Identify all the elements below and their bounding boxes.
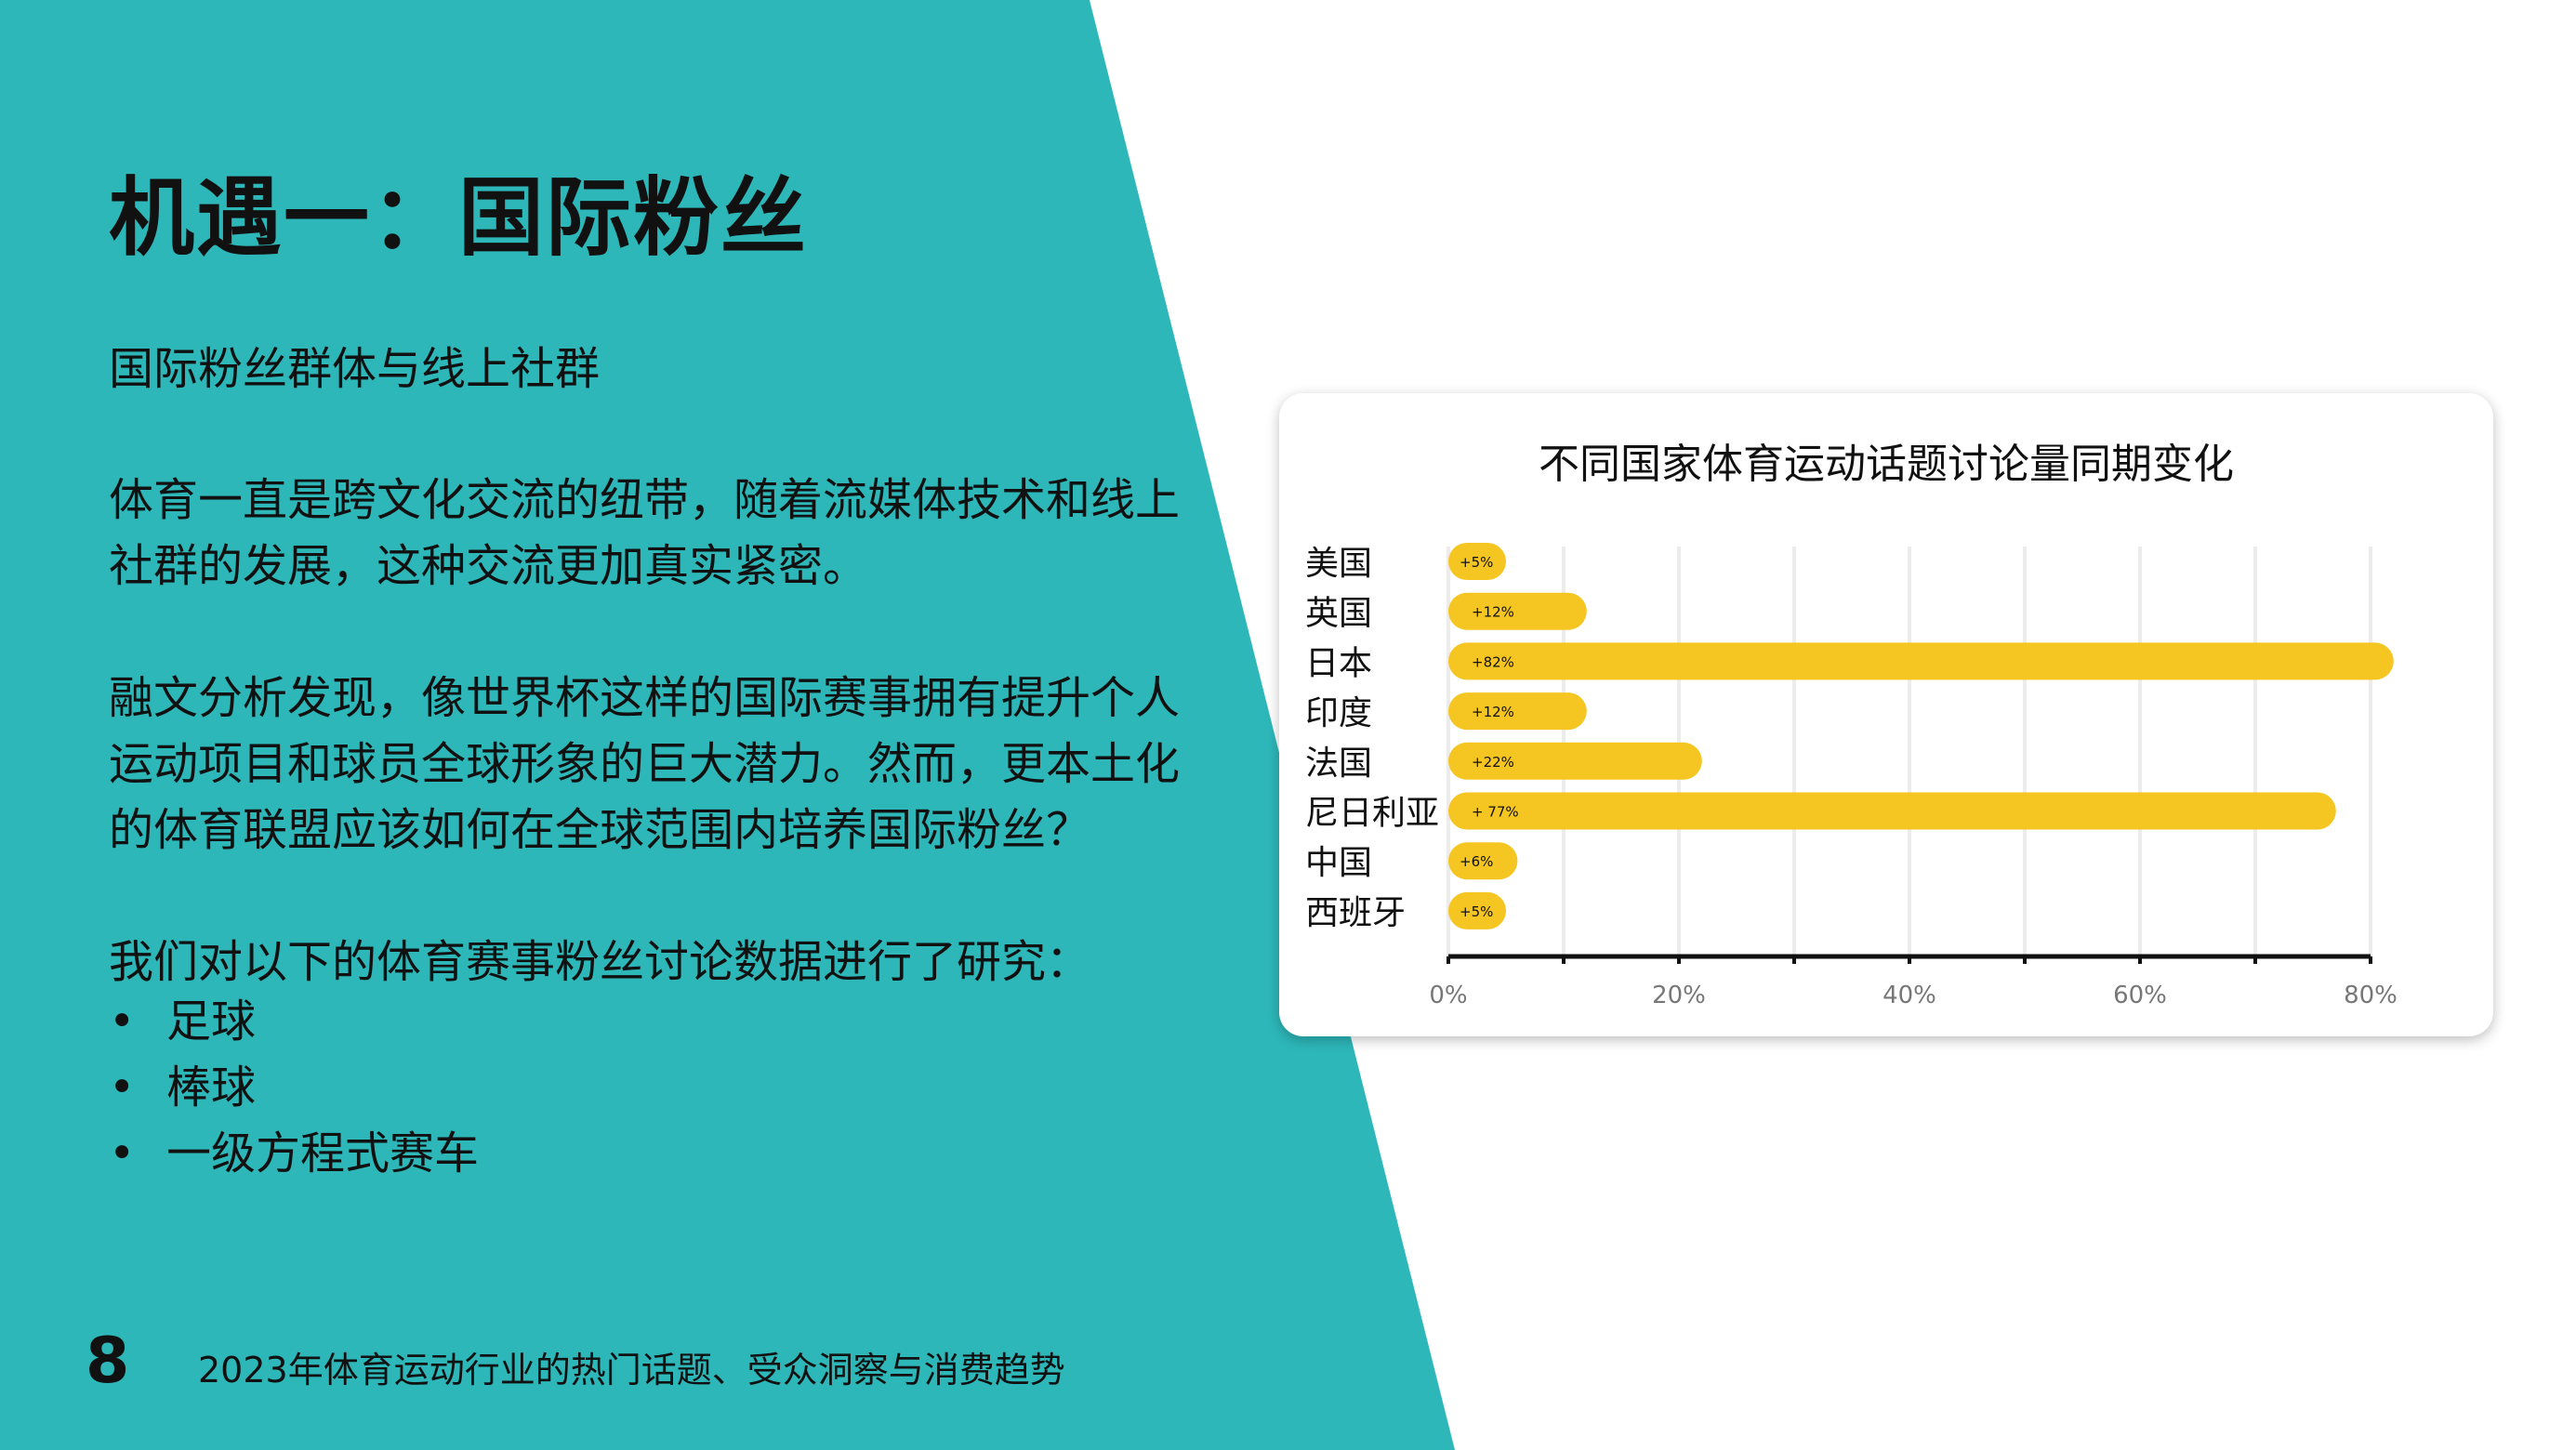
paragraph-line: 融文分析发现，像世界杯这样的国际赛事拥有提升个人 <box>109 672 1181 724</box>
data-label: + 77% <box>1472 804 1519 821</box>
category-label: 英国 <box>1305 595 1372 633</box>
data-label: +82% <box>1472 653 1514 670</box>
category-label: 尼日利亚 <box>1305 795 1439 833</box>
paragraph-line: 运动项目和球员全球形象的巨大潜力。然而，更本土化 <box>109 738 1181 790</box>
paragraph-2: 融文分析发现，像世界杯这样的国际赛事拥有提升个人 运动项目和球员全球形象的巨大潜… <box>109 666 1180 863</box>
x-tick-label: 60% <box>2113 982 2167 1009</box>
category-label: 日本 <box>1305 644 1372 682</box>
bar <box>1448 692 1587 731</box>
category-label: 中国 <box>1305 844 1372 882</box>
page-title: 机遇一：国际粉丝 <box>109 168 809 268</box>
category-label: 印度 <box>1305 694 1372 732</box>
bar-chart: 美国 +5% 英国 +12% 日本 +82% 印度 +12% 法国 +22% 尼日利亚 + 77% 中国… <box>1305 543 2398 1009</box>
subtitle: 国际粉丝群体与线上社群 <box>109 343 601 395</box>
category-label: 美国 <box>1305 545 1372 583</box>
data-label: +5% <box>1460 554 1493 571</box>
data-label: +12% <box>1472 604 1514 621</box>
data-label: +5% <box>1460 903 1493 920</box>
page-number: 8 <box>86 1325 130 1398</box>
data-label: +22% <box>1472 754 1514 771</box>
bullet-list: • 足球 • 棒球 • 一级方程式赛车 <box>109 989 479 1187</box>
category-label: 西班牙 <box>1305 894 1406 932</box>
bullet-icon: • <box>109 1061 136 1114</box>
bar <box>1448 592 1587 630</box>
bullet-text: 棒球 <box>166 1061 257 1114</box>
bullet-text: 一级方程式赛车 <box>166 1127 480 1180</box>
data-label: +12% <box>1472 704 1514 720</box>
data-label: +6% <box>1460 853 1493 870</box>
list-item: • 一级方程式赛车 <box>109 1121 479 1187</box>
paragraph-1: 体育一直是跨文化交流的纽带，随着流媒体技术和线上 社群的发展，这种交流更加真实紧… <box>109 468 1180 600</box>
bar <box>1448 891 1506 929</box>
chart-card: 不同国家体育运动话题讨论量同期变化 美国 +5% 英国 +12% 日本 +82% 印度 +12… <box>1279 393 2493 1036</box>
paragraph-line: 的体育联盟应该如何在全球范围内培养国际粉丝？ <box>109 804 1091 856</box>
x-tick-label: 40% <box>1882 982 1936 1009</box>
bar <box>1448 642 2394 680</box>
x-tick-label: 80% <box>2344 982 2398 1009</box>
paragraph-line: 体育一直是跨文化交流的纽带，随着流媒体技术和线上 <box>109 474 1181 526</box>
list-item: • 棒球 <box>109 1055 479 1121</box>
bar <box>1448 842 1518 880</box>
list-item: • 足球 <box>109 989 479 1055</box>
category-label: 法国 <box>1305 745 1372 783</box>
footer-text: 2023年体育运动行业的热门话题、受众洞察与消费趋势 <box>198 1350 1065 1391</box>
bullet-text: 足球 <box>166 995 257 1048</box>
bullet-icon: • <box>109 1127 136 1180</box>
bar <box>1448 742 1702 780</box>
paragraph-line: 社群的发展，这种交流更加真实紧密。 <box>109 540 868 592</box>
chart-title: 不同国家体育运动话题讨论量同期变化 <box>1539 441 2234 488</box>
bullet-icon: • <box>109 995 136 1048</box>
paragraph-3: 我们对以下的体育赛事粉丝讨论数据进行了研究： <box>109 936 1091 988</box>
x-tick-label: 0% <box>1429 982 1467 1009</box>
bar <box>1448 543 1506 580</box>
bar <box>1448 792 2336 830</box>
x-tick-label: 20% <box>1652 982 1706 1009</box>
